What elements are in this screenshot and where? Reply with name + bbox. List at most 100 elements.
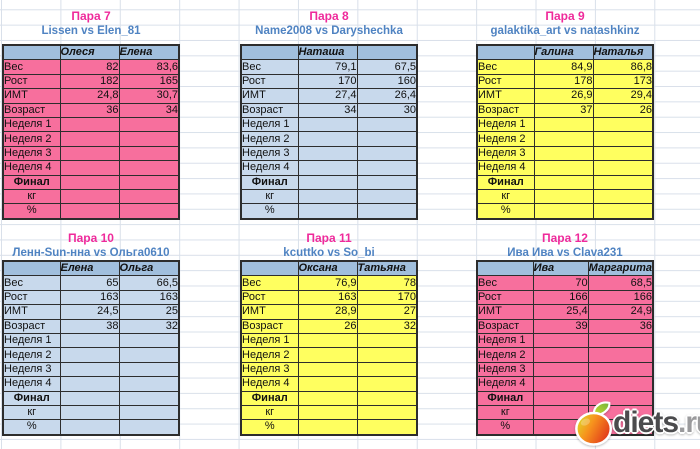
stat-value-cell[interactable]: 38 bbox=[59, 318, 120, 334]
row-label-cell[interactable]: Неделя 3 bbox=[476, 145, 535, 162]
row-label-cell[interactable]: ИМТ bbox=[476, 304, 534, 320]
empty-cell[interactable] bbox=[59, 203, 120, 220]
empty-cell[interactable] bbox=[59, 404, 120, 421]
row-label-cell[interactable]: Неделя 2 bbox=[476, 347, 534, 363]
empty-cell[interactable] bbox=[532, 332, 589, 349]
empty-cell[interactable] bbox=[118, 116, 180, 133]
row-label-cell[interactable]: Рост bbox=[476, 73, 535, 90]
row-label-cell[interactable]: Неделя 4 bbox=[240, 160, 299, 176]
empty-cell[interactable] bbox=[297, 203, 358, 220]
empty-cell[interactable] bbox=[587, 347, 654, 363]
row-label-cell[interactable]: Рост bbox=[240, 73, 299, 90]
empty-cell[interactable] bbox=[297, 390, 358, 406]
participant-name-cell[interactable]: Наташа bbox=[297, 44, 358, 61]
empty-cell[interactable] bbox=[118, 361, 180, 378]
stat-value-cell[interactable]: 182 bbox=[59, 73, 120, 90]
row-label-cell[interactable]: ИМТ bbox=[240, 304, 299, 320]
row-label-cell[interactable]: Неделя 1 bbox=[240, 332, 299, 349]
stat-value-cell[interactable]: 170 bbox=[356, 289, 418, 306]
row-label-cell[interactable]: Вес bbox=[240, 275, 299, 291]
empty-cell[interactable] bbox=[297, 376, 358, 392]
empty-cell[interactable] bbox=[356, 116, 418, 133]
empty-cell[interactable] bbox=[297, 116, 358, 133]
stat-value-cell[interactable]: 25 bbox=[118, 304, 180, 320]
stat-value-cell[interactable]: 32 bbox=[356, 318, 418, 334]
stat-value-cell[interactable]: 173 bbox=[592, 73, 654, 90]
empty-cell[interactable] bbox=[587, 332, 654, 349]
empty-cell[interactable] bbox=[297, 174, 358, 190]
empty-cell[interactable] bbox=[59, 332, 120, 349]
row-label-cell[interactable]: ИМТ bbox=[240, 88, 299, 104]
row-label-cell[interactable]: % bbox=[240, 419, 299, 436]
row-label-cell[interactable]: Неделя 1 bbox=[476, 116, 535, 133]
empty-cell[interactable] bbox=[592, 145, 654, 162]
row-label-cell[interactable]: Возраст bbox=[240, 102, 299, 118]
row-label-cell[interactable]: % bbox=[476, 203, 535, 220]
participant-name-cell[interactable]: Елена bbox=[59, 260, 120, 277]
row-label-cell[interactable]: Неделя 3 bbox=[240, 145, 299, 162]
empty-cell[interactable] bbox=[118, 347, 180, 363]
row-label-cell[interactable]: Неделя 1 bbox=[2, 332, 61, 349]
stat-value-cell[interactable]: 66,5 bbox=[118, 275, 180, 291]
empty-cell[interactable] bbox=[587, 376, 654, 392]
empty-cell[interactable] bbox=[118, 145, 180, 162]
row-label-cell[interactable]: кг bbox=[240, 404, 299, 421]
stat-value-cell[interactable]: 36 bbox=[59, 102, 120, 118]
stat-value-cell[interactable]: 29,4 bbox=[592, 88, 654, 104]
row-label-cell[interactable]: Возраст bbox=[476, 102, 535, 118]
empty-cell[interactable] bbox=[59, 419, 120, 436]
empty-cell[interactable] bbox=[592, 188, 654, 205]
empty-cell[interactable] bbox=[118, 203, 180, 220]
row-label-cell[interactable]: Неделя 3 bbox=[240, 361, 299, 378]
stat-value-cell[interactable]: 76,9 bbox=[297, 275, 358, 291]
empty-cell[interactable] bbox=[356, 174, 418, 190]
stat-value-cell[interactable]: 24,5 bbox=[59, 304, 120, 320]
stat-value-cell[interactable]: 79,1 bbox=[297, 59, 358, 75]
stat-value-cell[interactable]: 30 bbox=[356, 102, 418, 118]
row-label-cell[interactable]: Неделя 4 bbox=[476, 376, 534, 392]
empty-cell[interactable] bbox=[533, 131, 594, 147]
row-label-cell[interactable]: Вес bbox=[240, 59, 299, 75]
empty-cell[interactable] bbox=[59, 160, 120, 176]
empty-cell[interactable] bbox=[118, 160, 180, 176]
participant-name-cell[interactable] bbox=[356, 44, 418, 61]
empty-cell[interactable] bbox=[297, 419, 358, 436]
participant-name-cell[interactable]: Олеся bbox=[59, 44, 120, 61]
empty-cell[interactable] bbox=[532, 347, 589, 363]
row-label-cell[interactable]: Неделя 2 bbox=[240, 347, 299, 363]
stat-value-cell[interactable]: 165 bbox=[118, 73, 180, 90]
empty-cell[interactable] bbox=[356, 404, 418, 421]
row-label-cell[interactable]: % bbox=[2, 419, 61, 436]
stat-value-cell[interactable]: 86,8 bbox=[592, 59, 654, 75]
empty-cell[interactable] bbox=[533, 174, 594, 190]
empty-cell[interactable] bbox=[297, 145, 358, 162]
stat-value-cell[interactable]: 34 bbox=[118, 102, 180, 118]
row-label-cell[interactable]: Неделя 2 bbox=[2, 131, 61, 147]
stat-value-cell[interactable]: 70 bbox=[532, 275, 589, 291]
row-label-cell[interactable]: % bbox=[476, 419, 534, 436]
row-label-cell[interactable]: Неделя 4 bbox=[476, 160, 535, 176]
empty-cell[interactable] bbox=[118, 332, 180, 349]
corner-cell[interactable] bbox=[2, 260, 61, 277]
row-label-cell[interactable]: Финал bbox=[476, 390, 534, 406]
row-label-cell[interactable]: Вес bbox=[476, 275, 534, 291]
stat-value-cell[interactable]: 160 bbox=[356, 73, 418, 90]
row-label-cell[interactable]: ИМТ bbox=[476, 88, 535, 104]
participant-name-cell[interactable]: Маргарита bbox=[587, 260, 654, 277]
empty-cell[interactable] bbox=[118, 131, 180, 147]
row-label-cell[interactable]: Финал bbox=[2, 390, 61, 406]
participant-name-cell[interactable]: Наталья bbox=[592, 44, 654, 61]
stat-value-cell[interactable]: 27 bbox=[356, 304, 418, 320]
stat-value-cell[interactable]: 25,4 bbox=[532, 304, 589, 320]
row-label-cell[interactable]: Неделя 4 bbox=[2, 376, 61, 392]
corner-cell[interactable] bbox=[240, 44, 299, 61]
empty-cell[interactable] bbox=[59, 361, 120, 378]
empty-cell[interactable] bbox=[59, 347, 120, 363]
empty-cell[interactable] bbox=[356, 332, 418, 349]
empty-cell[interactable] bbox=[532, 404, 589, 421]
stat-value-cell[interactable]: 170 bbox=[297, 73, 358, 90]
empty-cell[interactable] bbox=[356, 203, 418, 220]
corner-cell[interactable] bbox=[476, 260, 534, 277]
empty-cell[interactable] bbox=[59, 131, 120, 147]
row-label-cell[interactable]: Финал bbox=[2, 174, 61, 190]
